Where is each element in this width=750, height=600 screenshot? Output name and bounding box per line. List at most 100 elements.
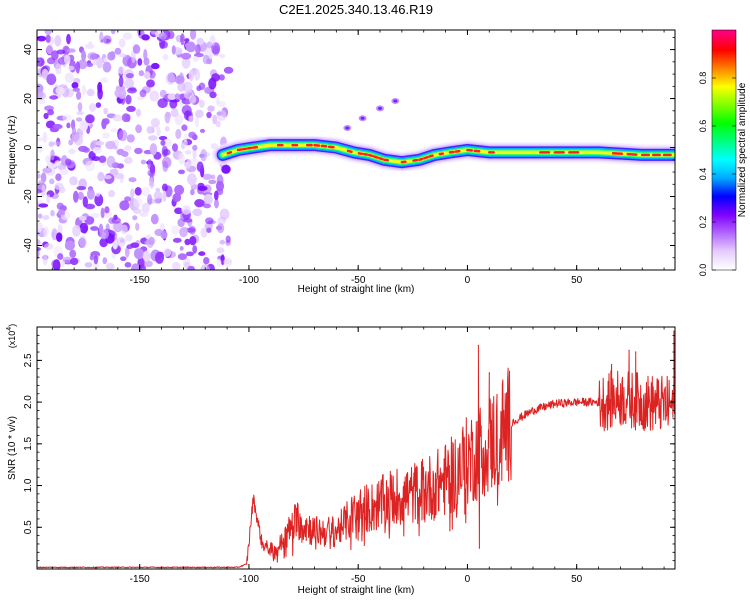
noise-speckle: [219, 239, 226, 245]
colorbar-cell: [712, 72, 736, 75]
noise-speckle: [211, 174, 216, 180]
colorbar-cell: [712, 250, 736, 253]
ridge-peak: [241, 147, 248, 151]
noise-speckle: [68, 139, 74, 146]
colorbar-cell: [712, 176, 736, 179]
noise-speckle: [102, 61, 112, 73]
noise-speckle: [42, 167, 53, 174]
colorbar-cell: [712, 248, 736, 251]
noise-speckle: [48, 141, 54, 148]
ridge-peak: [626, 152, 638, 156]
noise-speckle: [37, 239, 41, 245]
ridge-peak: [466, 148, 474, 152]
colorbar-cell: [712, 262, 736, 265]
colorbar-cell: [712, 62, 736, 65]
noise-speckle: [141, 202, 150, 214]
colorbar-cell: [712, 168, 736, 171]
noise-speckle: [110, 128, 118, 133]
ridge-peak: [454, 149, 461, 153]
noise-speckle: [206, 58, 213, 65]
noise-speckle: [163, 248, 172, 257]
noise-speckle: [125, 73, 134, 79]
ridge-peak: [320, 144, 328, 148]
branch-core: [360, 116, 365, 120]
noise-speckle: [49, 178, 55, 185]
colorbar-cell: [712, 184, 736, 187]
noise-speckle: [69, 176, 78, 186]
noise-speckle: [103, 175, 112, 180]
noise-speckle: [89, 255, 94, 261]
noise-speckle: [188, 225, 196, 235]
noise-speckle: [132, 215, 138, 221]
noise-speckle: [130, 188, 135, 199]
noise-speckle: [112, 114, 123, 122]
noise-speckle: [160, 139, 166, 146]
noise-speckle: [79, 222, 89, 234]
noise-speckle: [219, 53, 226, 59]
noise-speckle: [46, 44, 53, 55]
colorbar-cell: [712, 220, 736, 223]
colorbar-cell: [712, 50, 736, 53]
colorbar-cell: [712, 42, 736, 45]
spectrogram-x-axis: -150 -100 -50 0 50: [51, 30, 665, 286]
ridge-peak: [383, 158, 390, 162]
noise-speckle: [137, 96, 144, 101]
noise-speckle: [133, 248, 145, 260]
noise-speckle: [142, 186, 150, 197]
noise-speckle: [139, 89, 147, 98]
noise-speckle: [151, 62, 160, 70]
noise-speckle: [190, 30, 197, 40]
noise-speckle: [108, 189, 116, 198]
noise-speckle: [125, 234, 133, 242]
noise-speckle: [76, 111, 84, 116]
noise-speckle: [88, 150, 96, 161]
noise-speckle: [138, 70, 145, 77]
noise-speckle: [44, 243, 54, 250]
noise-speckle: [184, 38, 190, 43]
colorbar-cell: [712, 74, 736, 77]
noise-speckle: [216, 258, 222, 268]
colorbar-cell: [712, 180, 736, 183]
noise-speckle: [209, 35, 216, 46]
noise-speckle: [57, 209, 66, 216]
noise-speckle: [181, 57, 191, 69]
noise-speckle: [106, 155, 116, 168]
noise-speckle: [214, 190, 219, 201]
ridge-peak: [346, 149, 353, 154]
ridge-peak: [611, 152, 624, 156]
colorbar-frame: [711, 29, 737, 271]
noise-speckle: [114, 89, 121, 98]
noise-speckle: [199, 99, 205, 109]
noise-speckle: [63, 54, 71, 65]
colorbar-cell: [712, 188, 736, 191]
noise-speckle: [203, 194, 213, 205]
colorbar-cell: [712, 106, 736, 109]
x-tick-label: -50: [351, 574, 366, 585]
noise-speckle: [198, 251, 206, 256]
noise-speckle: [38, 144, 43, 153]
noise-speckle: [125, 94, 132, 105]
noise-speckle: [192, 144, 198, 151]
colorbar-cell: [712, 212, 736, 215]
y-tick-label: -40: [23, 238, 34, 253]
colorbar-tick-label: 0.8: [698, 72, 708, 85]
colorbar-cell: [712, 54, 736, 57]
noise-speckle: [187, 173, 197, 186]
noise-speckle: [124, 262, 132, 268]
y-tick-label: 2.0: [23, 395, 34, 409]
colorbar-cell: [712, 144, 736, 147]
colorbar-cell: [712, 102, 736, 105]
noise-speckle: [73, 190, 79, 203]
noise-speckle: [174, 184, 185, 196]
noise-speckle: [46, 194, 51, 204]
noise-speckle: [97, 171, 105, 182]
colorbar-cell: [712, 52, 736, 55]
noise-speckle: [81, 50, 87, 62]
noise-speckle: [162, 138, 172, 147]
colorbar-cell: [712, 226, 736, 229]
colorbar-cell: [712, 36, 736, 39]
noise-speckle: [200, 149, 208, 162]
ridge-peak: [226, 151, 233, 155]
ridge-peak: [473, 149, 481, 153]
noise-speckle: [84, 216, 95, 225]
